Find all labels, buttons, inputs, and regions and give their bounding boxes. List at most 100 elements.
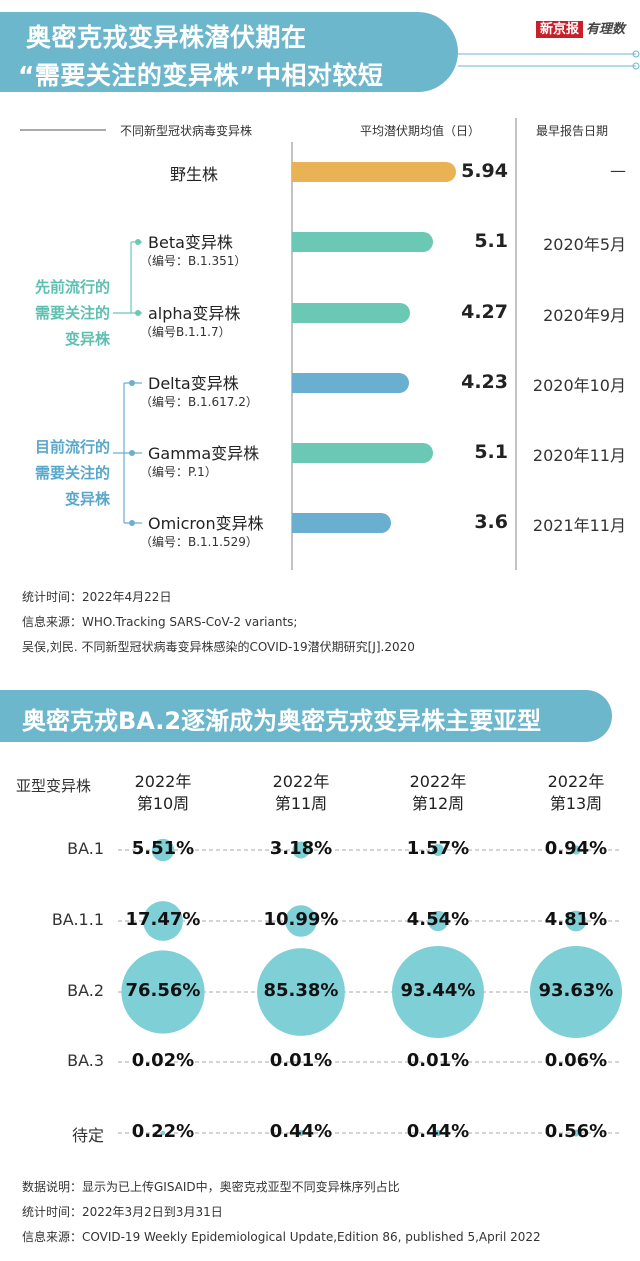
banner-decoration (458, 50, 640, 70)
row-header: 亚型变异株 (16, 777, 92, 795)
bubble-4-2 (434, 1129, 442, 1137)
bar-2 (292, 303, 410, 323)
variant-name-3: Delta变异株 (148, 374, 239, 393)
bubble-0-3 (571, 845, 581, 855)
report-date-2: 2020年9月 (543, 306, 626, 325)
week-header-2: 2022年第12周 (383, 771, 493, 815)
subtype-label-2: BA.2 (67, 981, 104, 1000)
variant-name-5: Omicron变异株 (148, 514, 264, 533)
subtype-label-0: BA.1 (67, 839, 104, 858)
report-date-3: 2020年10月 (532, 376, 626, 395)
week-header-3: 2022年第13周 (521, 771, 631, 815)
bar-3 (292, 373, 409, 393)
header-rule (20, 129, 106, 131)
group-previous-line3: 变异株 (64, 330, 110, 348)
bubble-4-0 (160, 1130, 166, 1136)
bubble-4-3 (572, 1129, 580, 1137)
variant-code-5: （编号：B.1.1.529） (140, 535, 258, 549)
variant-code-1: （编号：B.1.351） (140, 254, 247, 268)
col-variant-header: 不同新型冠状病毒变异株 (120, 124, 253, 138)
variant-name-4: Gamma变异株 (148, 444, 260, 463)
share-label-0-0: 5.51% (131, 838, 195, 859)
variant-code-2: （编号B.1.1.7） (140, 325, 231, 339)
report-date-4: 2020年11月 (532, 446, 626, 465)
chart1-note-source: 信息来源：WHO.Tracking SARS-CoV-2 variants; (22, 615, 298, 629)
chart2-title-banner: 奥密克戎BA.2逐渐成为奥密克戎变异株主要亚型 (0, 690, 612, 742)
week-header-3-line0: 2022年 (547, 772, 605, 791)
week-header-0: 2022年 第10周 (108, 771, 218, 815)
bubble-2-2 (392, 946, 484, 1038)
share-label-2-0: 76.56% (125, 980, 201, 1001)
report-date-0: — (610, 161, 626, 180)
chart2-note-data: 数据说明：显示为已上传GISAID中，奥密克戎亚型不同变异株序列占比 (22, 1180, 400, 1194)
bubble-1-0 (143, 901, 183, 941)
variant-code-4: （编号：P.1） (140, 465, 217, 479)
share-label-0-2: 1.57% (406, 838, 470, 859)
bubble-0-2 (432, 844, 444, 856)
value-label-3: 4.23 (461, 371, 508, 393)
share-label-3-1: 0.01% (269, 1050, 333, 1071)
bubble-2-1 (257, 948, 345, 1036)
week-header-3-line1: 第13周 (549, 794, 603, 813)
bar-1 (292, 232, 433, 252)
chart1-note-reference: 吴俣,刘民. 不同新型冠状病毒变异株感染的COVID-19潜伏期研究[J].20… (22, 640, 415, 654)
group-previous-line2: 需要关注的 (34, 304, 110, 322)
bubble-0-1 (292, 841, 310, 859)
value-label-5: 3.6 (474, 511, 508, 533)
share-label-2-2: 93.44% (400, 980, 476, 1001)
week-header-1-line1: 第11周 (274, 794, 328, 813)
bubble-2-0 (121, 950, 205, 1034)
share-label-4-1: 0.44% (269, 1121, 333, 1142)
share-label-1-3: 4.81% (544, 909, 608, 930)
bar-0 (292, 162, 456, 182)
bubble-2-3 (530, 946, 622, 1038)
chart1-note-time: 统计时间：2022年4月22日 (22, 590, 172, 604)
col-mean-header: 平均潜伏期均值（日） (360, 124, 481, 138)
share-label-0-3: 0.94% (544, 838, 608, 859)
subtype-label-3: BA.3 (67, 1051, 104, 1070)
variant-name-0: 野生株 (170, 165, 219, 184)
chart2-note-source: 信息来源：COVID-19 Weekly Epidemiological Upd… (22, 1230, 541, 1244)
group-previous-line1: 先前流行的 (34, 278, 110, 296)
report-date-5: 2021年11月 (532, 516, 626, 535)
week-header-1-line0: 2022年 (272, 772, 330, 791)
share-label-4-2: 0.44% (406, 1121, 470, 1142)
variant-name-1: Beta变异株 (148, 233, 233, 252)
bubble-1-2 (427, 910, 449, 932)
share-label-1-2: 4.54% (406, 909, 470, 930)
share-label-2-1: 85.38% (263, 980, 339, 1001)
value-label-1: 5.1 (474, 230, 508, 252)
variant-name-2: alpha变异株 (148, 304, 241, 323)
bubble-4-1 (297, 1129, 305, 1137)
share-label-3-0: 0.02% (131, 1050, 195, 1071)
share-label-3-2: 0.01% (406, 1050, 470, 1071)
group-current-line2: 需要关注的 (34, 464, 110, 482)
chart1-title-line2: “需要关注的变异株”中相对较短 (18, 61, 384, 90)
week-header-2-line1: 第12周 (411, 794, 465, 813)
group-current-line1: 目前流行的 (34, 438, 110, 456)
week-header-1: 2022年第11周 (246, 771, 356, 815)
share-label-0-1: 3.18% (269, 838, 333, 859)
chart1-axes (113, 118, 517, 570)
share-label-2-3: 93.63% (538, 980, 614, 1001)
group-previous-label: 先前流行的 需要关注的 变异株 (0, 274, 110, 352)
subtype-label-4: 待定 (71, 1126, 104, 1145)
bar-5 (292, 513, 392, 533)
bubble-0-0 (151, 838, 175, 862)
share-label-1-1: 10.99% (263, 909, 339, 930)
chart1-title-banner: 奥密克戎变异株潜伏期在 “需要关注的变异株”中相对较短 (0, 12, 458, 92)
share-label-1-0: 17.47% (125, 909, 201, 930)
bar-4 (292, 443, 433, 463)
chart2-title: 奥密克戎BA.2逐渐成为奥密克戎变异株主要亚型 (22, 707, 542, 735)
week-header-2-line0: 2022年 (409, 772, 467, 791)
column-name: 有理数 (586, 22, 626, 37)
bubble-grid (118, 838, 622, 1137)
subtype-label-1: BA.1.1 (51, 910, 104, 929)
report-date-1: 2020年5月 (543, 235, 626, 254)
brand-name: 新京报 (536, 21, 584, 38)
bubble-1-1 (285, 905, 317, 937)
value-label-4: 5.1 (474, 441, 508, 463)
value-label-2: 4.27 (461, 301, 508, 323)
col-date-header: 最早报告日期 (536, 124, 609, 138)
bubble-1-3 (565, 910, 587, 932)
